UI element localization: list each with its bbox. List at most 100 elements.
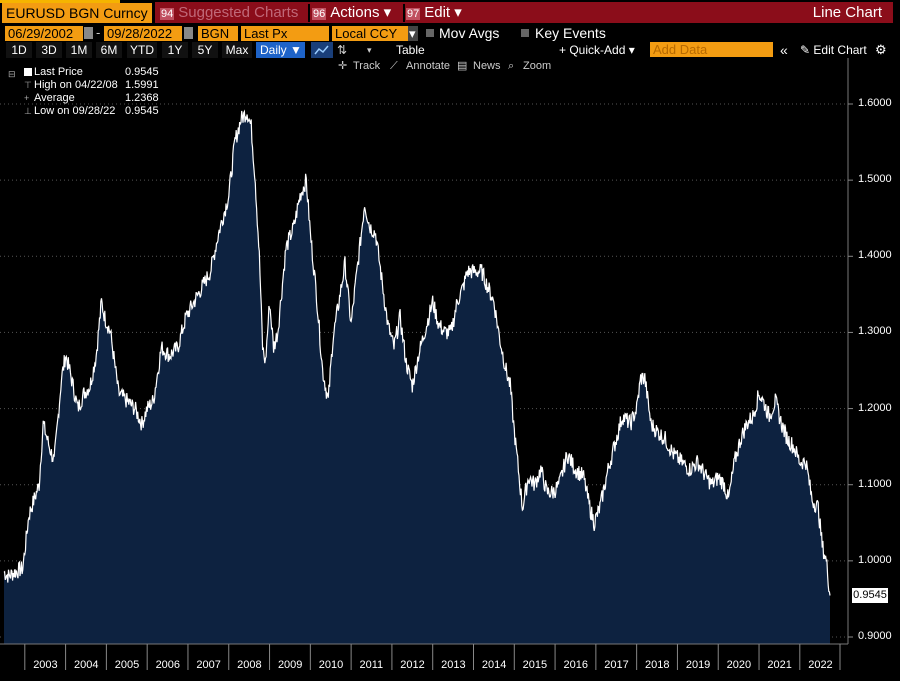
x-tick-label: 2015 [522,659,548,671]
suggested-charts-number: 94 [160,8,175,20]
x-tick-label: 2014 [481,659,507,671]
mov-avgs-checkbox[interactable] [426,29,434,37]
x-tick-label: 2005 [114,659,140,671]
y-tick-label: 1.5000 [858,173,892,186]
key-events-checkbox[interactable] [521,29,529,37]
date-separator: - [96,25,101,40]
suggested-charts-menu[interactable]: 94 Suggested Charts [160,3,298,23]
period-5y[interactable]: 5Y [192,42,218,58]
legend-low-value: 0.9545 [125,105,159,117]
annotate-pencil-icon: ⟋ [390,60,398,72]
line-chart-glyph [314,45,329,55]
security-ticker[interactable]: EURUSD BGN Curncy [0,0,152,23]
legend-low: ⊥ Low on 09/28/22 0.9545 [8,105,163,118]
average-marker-icon: + [24,93,30,103]
legend-avg-value: 1.2368 [125,92,159,104]
end-date-field[interactable]: 09/28/2022 [104,26,182,41]
legend-high-value: 1.5991 [125,79,159,91]
header-red-band [155,2,893,23]
currency-selector[interactable]: Local CCY [332,26,408,41]
calendar-icon[interactable] [84,27,93,39]
legend-collapse-icon[interactable]: ⊟ [8,69,16,79]
period-ytd[interactable]: YTD [127,42,157,58]
field-selector[interactable]: Last Px [241,26,329,41]
start-date-field[interactable]: 06/29/2002 [5,26,83,41]
bar-type-icon[interactable]: ⇅ [337,43,348,57]
track-tool[interactable]: Track [353,60,381,72]
y-tick-label: 1.0000 [858,553,892,566]
parameter-bar: 06/29/2002 - 09/28/2022 BGN Last Px Loca… [0,25,900,42]
annotate-tool[interactable]: Annotate [406,60,451,72]
x-tick-label: 2016 [563,659,588,671]
key-events-label: Key Events [535,25,606,41]
legend-last-value: 0.9545 [125,66,159,78]
period-bar: 1D 3D 1M 6M YTD 1Y 5Y Max Daily ▼ ⇅ ▾ Ta… [0,42,900,58]
source-field[interactable]: BGN [198,26,238,41]
chart-type-dropdown-icon[interactable]: ▾ [367,45,372,55]
quick-add-button[interactable]: + Quick-Add ▾ [559,43,635,57]
legend-last-label: Last Price [34,66,83,78]
x-tick-label: 2004 [73,659,99,671]
y-axis-ticks [848,103,853,638]
y-tick-label: 1.4000 [858,249,892,262]
y-tick-label: 1.2000 [858,401,892,414]
chart-legend[interactable]: ⊟ Last Price 0.9545 ⊤ High on 04/22/08 1… [8,66,163,118]
price-line [3,109,831,596]
currency-dropdown-icon[interactable]: ▾ [408,26,418,41]
legend-average: + Average 1.2368 [8,92,163,105]
mov-avgs-label: Mov Avgs [439,25,500,41]
period-1d[interactable]: 1D [6,42,32,58]
actions-menu[interactable]: 96 Actions ▾ [312,3,391,23]
y-tick-label: 1.3000 [858,325,892,338]
y-tick-label: 0.9000 [858,630,892,642]
x-tick-label: 2018 [645,659,670,671]
calendar-icon[interactable] [184,27,193,39]
track-crosshair-icon: ✛ [338,60,348,72]
collapse-icon[interactable]: « [780,42,788,58]
actions-label: Actions ▾ [330,4,392,21]
x-tick-label: 2008 [237,659,262,671]
zoom-tool[interactable]: Zoom [523,60,552,72]
period-1m[interactable]: 1M [66,42,92,58]
x-tick-label: 2020 [726,659,752,671]
legend-high-label: High on 04/22/08 [34,79,118,91]
high-marker-icon: ⊤ [24,80,32,90]
x-tick-label: 2003 [33,659,58,671]
period-max[interactable]: Max [222,42,252,58]
suggested-charts-label: Suggested Charts [178,4,299,21]
frequency-dropdown[interactable]: Daily ▼ [256,42,305,58]
x-tick-label: 2022 [808,659,833,671]
low-marker-icon: ⊥ [24,106,32,116]
legend-avg-label: Average [34,92,75,104]
table-button[interactable]: Table [396,43,425,57]
news-icon: ▤ [457,60,468,72]
edit-label: Edit ▾ [424,4,462,21]
x-tick-label: 2010 [318,659,344,671]
x-tick-label: 2019 [685,659,711,671]
x-tick-label: 2006 [155,659,181,671]
x-tick-label: 2012 [400,659,425,671]
x-tick-label: 2017 [604,659,629,671]
actions-number: 96 [312,8,327,20]
news-tool[interactable]: News [473,60,501,72]
x-tick-label: 2007 [196,659,221,671]
add-data-input[interactable]: Add Data [650,42,773,57]
period-6m[interactable]: 6M [96,42,122,58]
title-bar: EURUSD BGN Curncy 94 Suggested Charts 96 A… [0,0,900,25]
edit-menu[interactable]: 97 Edit ▾ [406,3,462,23]
menu-separator [403,4,405,22]
y-tick-label: 1.1000 [858,477,892,490]
legend-last-price: ⊟ Last Price 0.9545 [8,66,163,79]
settings-gear-icon[interactable]: ⚙ [875,42,887,57]
edit-number: 97 [406,8,421,20]
legend-low-label: Low on 09/28/22 [34,105,116,117]
period-1y[interactable]: 1Y [162,42,188,58]
zoom-magnifier-icon: ⌕ [508,60,515,72]
line-chart-icon[interactable] [311,42,333,58]
menu-separator [308,4,310,22]
period-3d[interactable]: 3D [36,42,62,58]
edit-chart-button[interactable]: ✎ Edit Chart [800,43,867,57]
x-tick-label: 2021 [767,659,792,671]
price-area [4,110,830,644]
